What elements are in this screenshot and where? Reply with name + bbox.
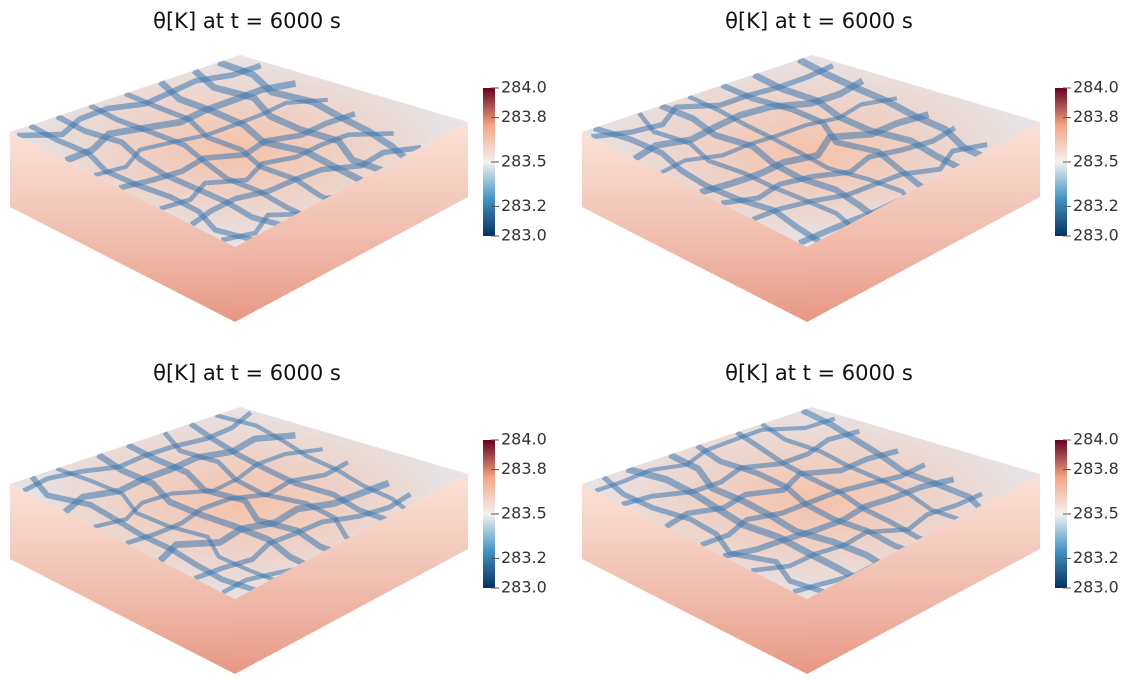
colorbar-tick-label: 283.8 xyxy=(1073,459,1119,478)
colorbar-tick-label: 283.8 xyxy=(501,107,547,126)
colorbar-tick-label: 283.0 xyxy=(501,578,547,597)
colorbar-tick-label: 283.2 xyxy=(1073,196,1119,215)
panel-title: θ[K] at t = 6000 s xyxy=(725,9,913,33)
panel-title: θ[K] at t = 6000 s xyxy=(153,9,341,33)
colorbar-tick-label: 283.0 xyxy=(1073,578,1119,597)
colorbar-tick-label: 283.2 xyxy=(1073,548,1119,567)
panel-title: θ[K] at t = 6000 s xyxy=(153,361,341,385)
panel: θ[K] at t = 6000 s 284.0 283.8 283.5 283.2 28… xyxy=(582,361,1119,674)
colorbar-tick-label: 284.0 xyxy=(501,78,547,97)
figure: θ[K] at t = 6000 s 284.0 283.8 283.5 283.2 28… xyxy=(0,0,1141,680)
colorbar-tick-label: 283.5 xyxy=(501,504,547,523)
colorbar-tick-label: 284.0 xyxy=(501,430,547,449)
panel: θ[K] at t = 6000 s 284.0 283.8 283.5 283.2 28… xyxy=(582,9,1119,322)
panel: θ[K] at t = 6000 s 284.0 283.8 283.5 283.2 28… xyxy=(10,9,547,322)
colorbar-tick-label: 283.8 xyxy=(1073,107,1119,126)
colorbar-tick-label: 283.2 xyxy=(501,548,547,567)
colorbar-tick-label: 283.5 xyxy=(1073,152,1119,171)
colorbar-tick-label: 283.8 xyxy=(501,459,547,478)
panel-title: θ[K] at t = 6000 s xyxy=(725,361,913,385)
colorbar-tick-label: 283.0 xyxy=(501,226,547,245)
colorbar-tick-label: 283.5 xyxy=(1073,504,1119,523)
colorbar-tick-label: 283.2 xyxy=(501,196,547,215)
colorbar-tick-label: 283.5 xyxy=(501,152,547,171)
colorbar-tick-label: 284.0 xyxy=(1073,78,1119,97)
panel: θ[K] at t = 6000 s 284.0 283.8 283.5 283.2 28… xyxy=(10,361,547,674)
colorbar-tick-label: 284.0 xyxy=(1073,430,1119,449)
colorbar-tick-label: 283.0 xyxy=(1073,226,1119,245)
